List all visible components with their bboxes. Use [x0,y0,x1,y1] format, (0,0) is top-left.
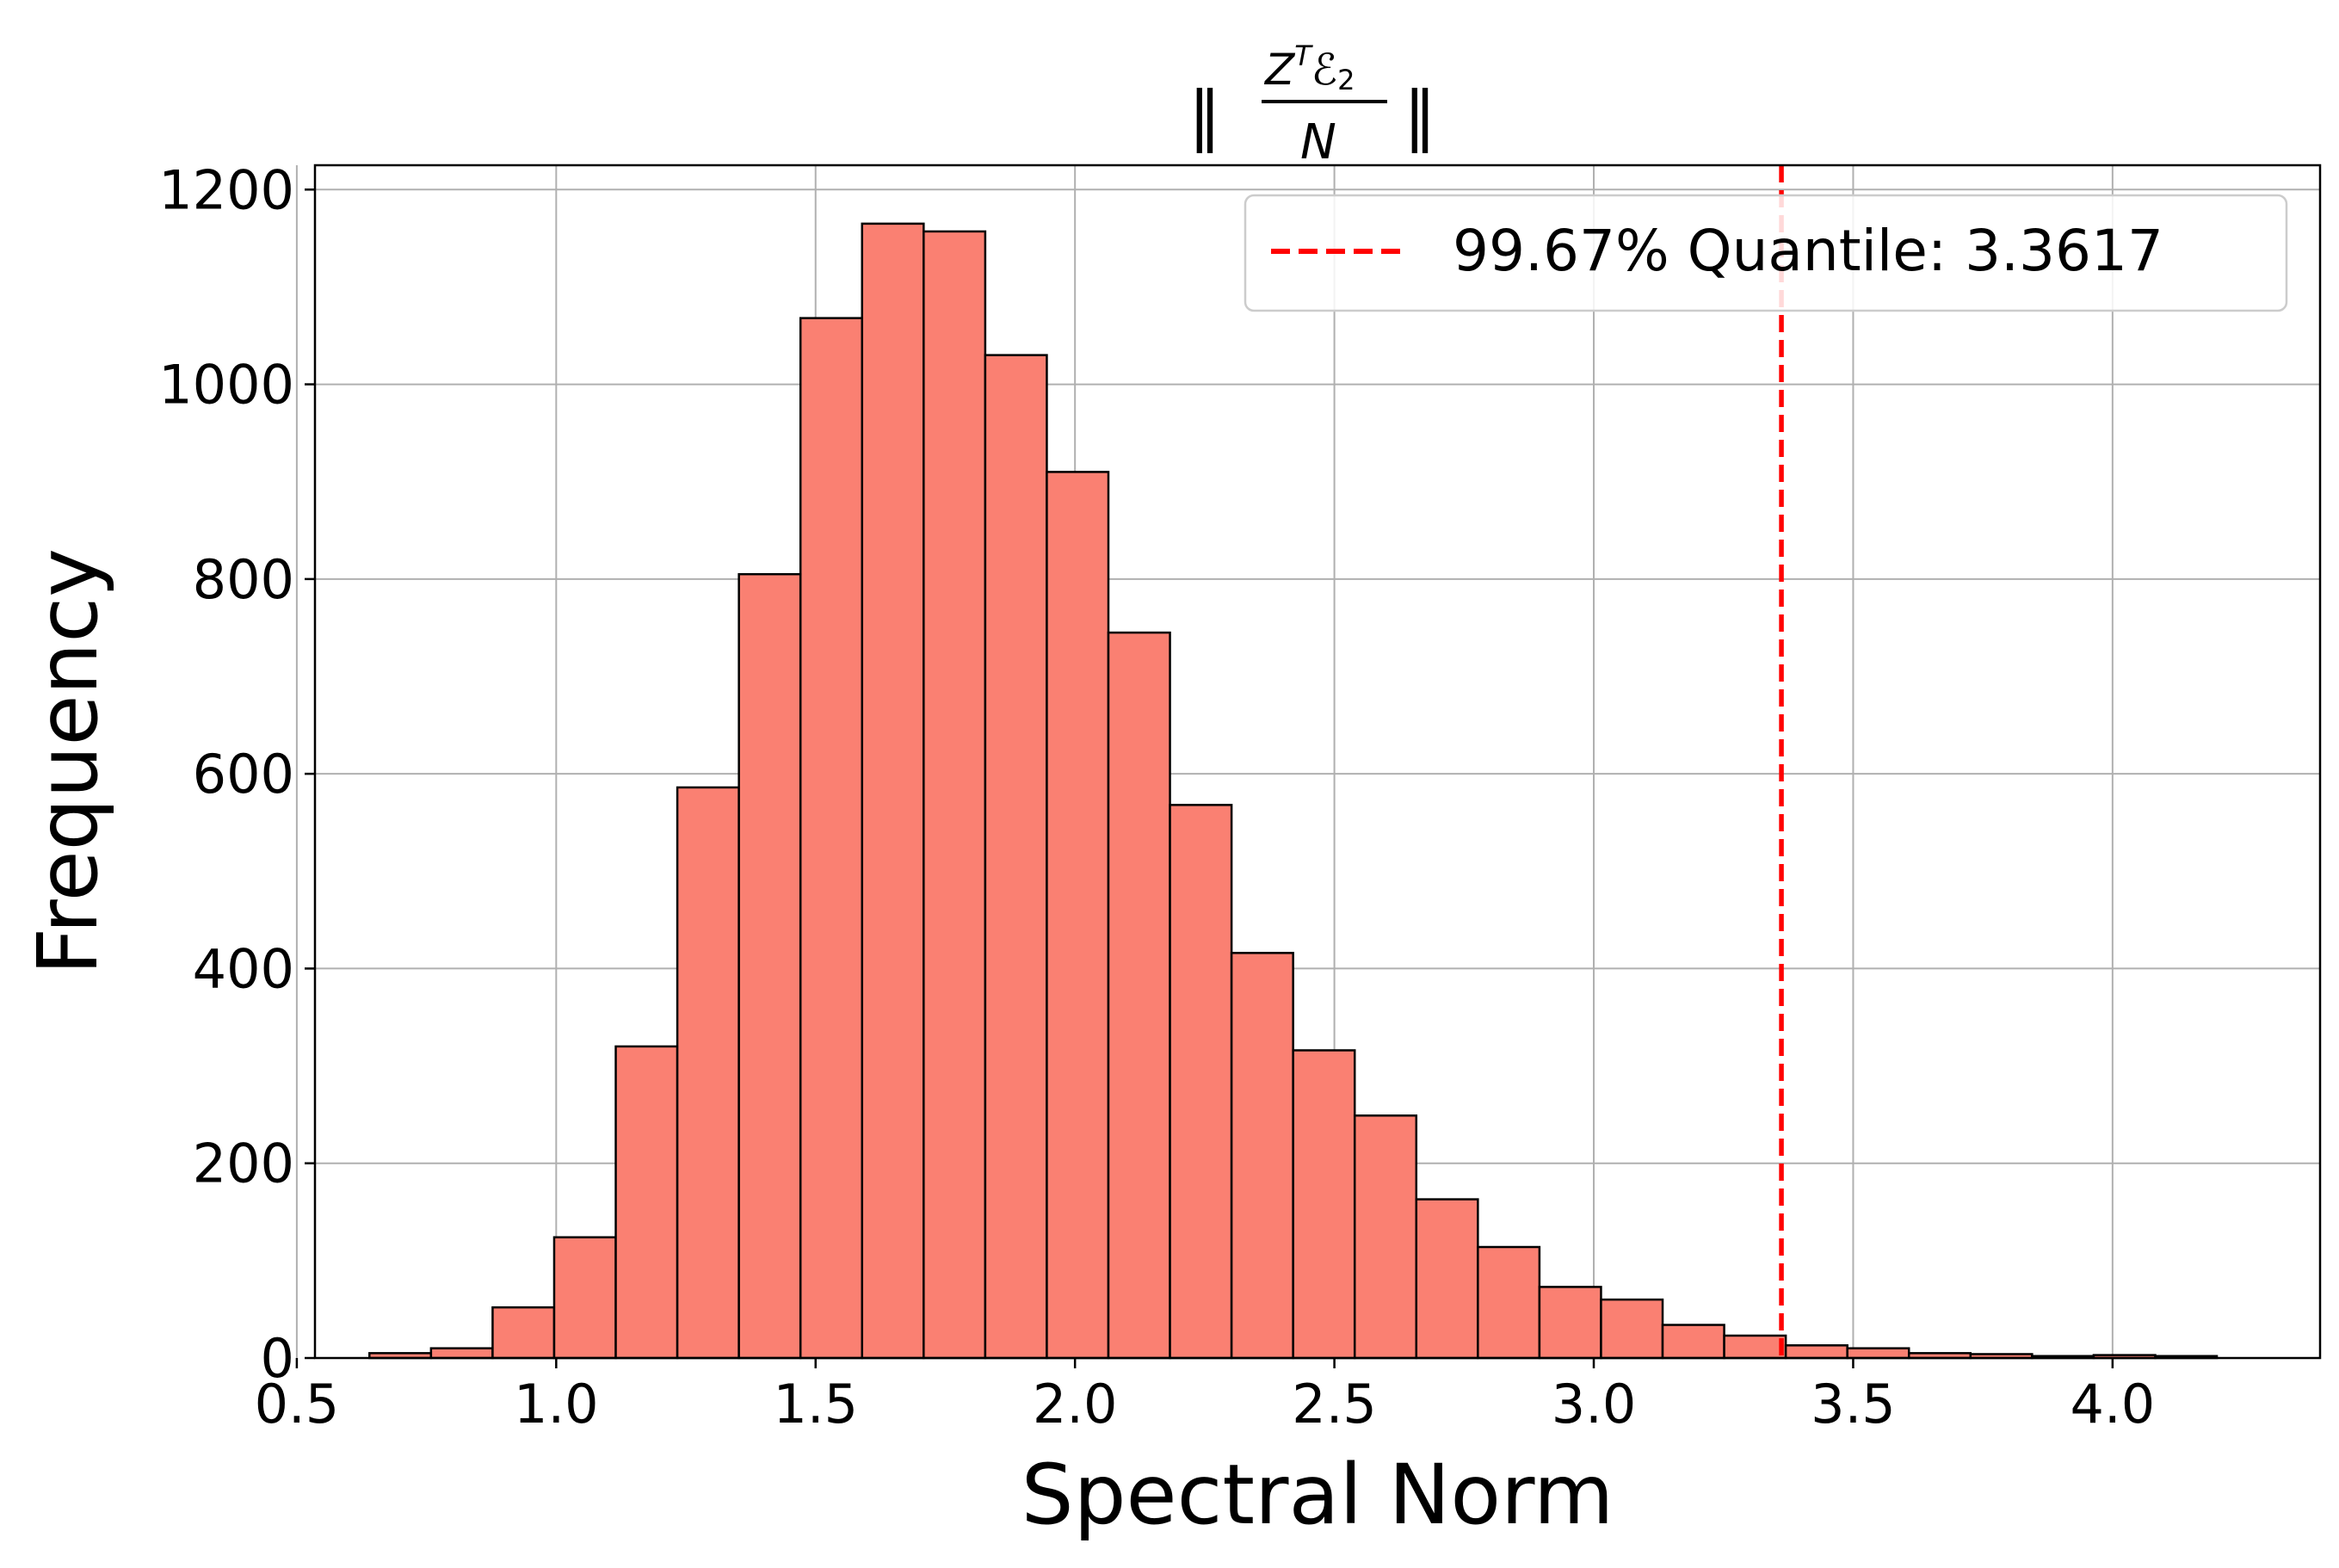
title-norm-right: ‖ [1404,77,1436,154]
title-superscript: T [1294,40,1313,72]
title-norm-left: ‖ [1188,77,1221,154]
histogram-bar [1353,1114,1418,1360]
y-tick-label: 0 [261,1327,294,1390]
x-tick-label: 3.5 [1811,1373,1896,1435]
histogram-bar [1600,1298,1664,1360]
y-tick-label: 800 [193,548,294,611]
histogram-bar [1477,1245,1541,1360]
histogram-bar [1661,1324,1725,1360]
histogram-bar [1784,1344,1848,1360]
histogram-bar [923,230,987,1360]
x-tick-label: 2.5 [1292,1373,1377,1435]
y-tick-label: 400 [193,937,294,1000]
plot-frame [313,164,2322,1360]
histogram-bar [1230,952,1294,1360]
legend-box [1244,194,2288,312]
x-axis-label: Spectral Norm [1021,1447,1614,1543]
x-tick-label: 2.0 [1033,1373,1118,1435]
title-denominator: N [1300,114,1336,170]
x-tick-label: 1.0 [514,1373,599,1435]
histogram-bar [861,222,925,1360]
histogram-bar [491,1306,556,1360]
chart-title: ‖ ZTℰ2 N ‖ [1188,40,1436,170]
y-tick-label: 600 [193,743,294,806]
histogram-bar [1107,631,1171,1360]
histogram-bar [1415,1198,1479,1360]
legend: 99.67% Quantile: 3.3617 [1244,194,2288,312]
title-z: Z [1263,45,1296,95]
x-tick-label: 4.0 [2071,1373,2156,1435]
title-symbol: ℰ [1311,45,1337,95]
x-tick-label: 1.5 [773,1373,858,1435]
legend-label: 99.67% Quantile: 3.3617 [1453,218,2163,284]
y-tick-label: 200 [193,1133,294,1195]
y-axis-ticks: 0 200 400 600 800 1000 1200 [158,158,315,1390]
x-tick-label: 0.5 [255,1373,340,1435]
x-tick-label: 3.0 [1552,1373,1637,1435]
histogram-bar [1169,804,1233,1360]
y-tick-label: 1000 [158,354,294,417]
y-axis-label: Frequency [20,548,116,975]
x-axis-ticks: 0.5 1.0 1.5 2.0 2.5 3.0 3.5 4.0 [255,1358,2156,1435]
histogram-bar [1292,1049,1356,1360]
histogram-bar [429,1347,494,1360]
histogram-bar [737,572,802,1360]
title-numerator: ZTℰ2 [1263,40,1355,96]
histogram-bar [799,317,864,1360]
histogram-bar [614,1045,679,1360]
histogram-bar [1723,1334,1787,1360]
histogram-bar [1846,1347,1910,1360]
histogram-bar [984,354,1048,1360]
title-subscript: 2 [1337,64,1355,96]
histogram-bar [552,1236,617,1360]
histogram-bar [1046,471,1110,1360]
histogram-bar [676,786,740,1360]
histogram-bar [1538,1286,1602,1360]
y-tick-label: 1200 [158,158,294,221]
